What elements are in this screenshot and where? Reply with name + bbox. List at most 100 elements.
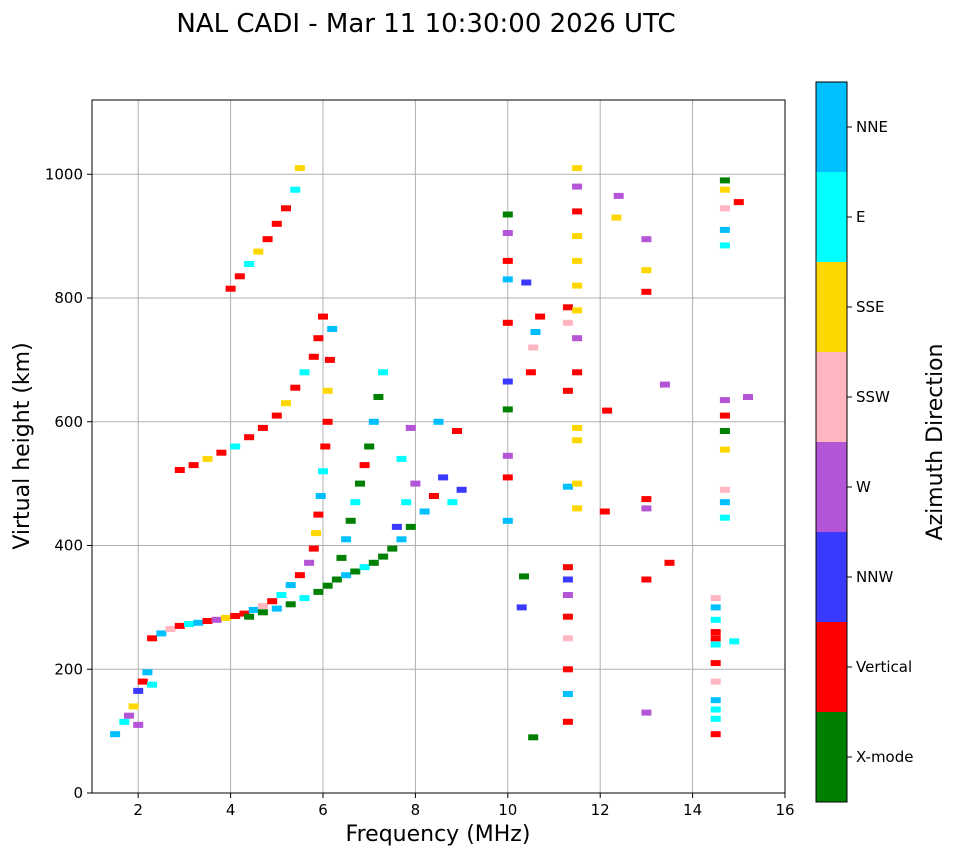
echo-point xyxy=(137,678,148,685)
echo-point xyxy=(281,400,291,407)
echo-point xyxy=(271,605,282,612)
echo-point xyxy=(368,559,379,566)
marks-layer xyxy=(110,165,753,741)
echo-point xyxy=(253,248,264,255)
echo-point xyxy=(710,706,721,713)
echo-point xyxy=(530,329,541,335)
y-axis-label: Virtual height (km) xyxy=(10,342,35,549)
echo-point xyxy=(147,635,158,642)
echo-point xyxy=(641,505,652,512)
echo-point xyxy=(743,394,753,400)
echo-point xyxy=(341,536,352,543)
echo-point xyxy=(119,718,130,725)
echo-point xyxy=(562,635,573,642)
echo-point xyxy=(719,514,730,521)
echo-point xyxy=(322,387,333,394)
echo-point xyxy=(733,199,744,206)
echo-point xyxy=(562,592,573,598)
echo-point xyxy=(211,616,222,623)
x-tick-label: 10 xyxy=(498,801,517,819)
echo-point xyxy=(710,616,721,623)
colorbar-tick-label: E xyxy=(856,208,865,226)
echo-point xyxy=(184,621,194,628)
echo-point xyxy=(502,230,513,236)
echo-point xyxy=(710,678,721,685)
echo-point xyxy=(641,236,652,243)
echo-point xyxy=(528,734,539,741)
echo-point xyxy=(230,613,241,619)
echo-point xyxy=(124,712,134,719)
echo-point xyxy=(410,480,421,487)
colorbar: X-mode Vertical NNW W SSW SSE E NNE xyxy=(815,81,913,803)
echo-point xyxy=(613,192,624,199)
echo-point xyxy=(320,443,331,450)
echo-point xyxy=(110,731,121,738)
echo-point xyxy=(719,397,730,404)
echo-point xyxy=(447,499,458,506)
echo-point xyxy=(502,517,513,524)
echo-point xyxy=(710,660,721,667)
echo-point xyxy=(290,186,301,193)
y-tick-label: 400 xyxy=(54,537,83,555)
echo-point xyxy=(257,609,268,616)
echo-point xyxy=(710,731,721,738)
echo-point xyxy=(572,505,583,512)
echo-point xyxy=(387,545,398,552)
echo-point xyxy=(285,601,296,608)
echo-point xyxy=(719,428,730,434)
colorbar-tick-label: Vertical xyxy=(856,658,912,676)
echo-point xyxy=(313,588,324,595)
x-tick-label: 4 xyxy=(226,801,236,819)
echo-point xyxy=(502,452,513,459)
echo-point xyxy=(359,462,370,469)
echo-point xyxy=(433,418,444,425)
echo-point xyxy=(133,687,144,694)
echo-point xyxy=(322,582,333,589)
echo-point xyxy=(345,517,356,524)
echo-point xyxy=(373,394,384,400)
echo-point xyxy=(244,434,255,441)
echo-point xyxy=(719,446,730,453)
echo-point xyxy=(225,285,236,292)
plot-frame xyxy=(91,99,786,794)
echo-point xyxy=(729,638,740,645)
echo-point xyxy=(230,443,241,450)
echo-point xyxy=(262,236,273,243)
echo-point xyxy=(562,691,573,697)
colorbar-swatch xyxy=(816,442,847,532)
chart-title: NAL CADI - Mar 11 10:30:00 2026 UTC xyxy=(176,9,675,39)
colorbar-tick-label: NNE xyxy=(856,118,888,136)
echo-point xyxy=(165,626,176,632)
colorbar-frame xyxy=(815,81,848,803)
echo-point xyxy=(502,474,513,481)
echo-point xyxy=(350,499,361,506)
echo-point xyxy=(438,474,449,481)
echo-point xyxy=(378,369,389,376)
echo-point xyxy=(304,559,315,566)
x-tick-label: 14 xyxy=(683,801,702,819)
x-axis-label: Frequency (MHz) xyxy=(346,822,531,847)
echo-point xyxy=(572,233,583,240)
echo-point xyxy=(271,220,282,227)
x-tick-label: 8 xyxy=(411,801,421,819)
echo-point xyxy=(502,319,513,326)
echo-point xyxy=(562,613,573,620)
echo-point xyxy=(562,319,573,326)
echo-point xyxy=(271,412,282,419)
echo-point xyxy=(659,381,670,388)
echo-point xyxy=(221,614,231,621)
echo-point xyxy=(156,630,167,637)
echo-point xyxy=(428,493,439,499)
echo-point xyxy=(719,412,730,419)
echo-point xyxy=(525,369,536,376)
echo-point xyxy=(719,205,730,212)
echo-point xyxy=(396,455,407,462)
echo-point xyxy=(324,356,335,363)
echo-point xyxy=(216,449,227,456)
colorbar-tick-label: X-mode xyxy=(856,748,913,766)
echo-point xyxy=(572,307,583,314)
echo-point xyxy=(572,183,583,190)
colorbar-tick-label: W xyxy=(856,478,871,496)
echo-point xyxy=(311,530,322,537)
